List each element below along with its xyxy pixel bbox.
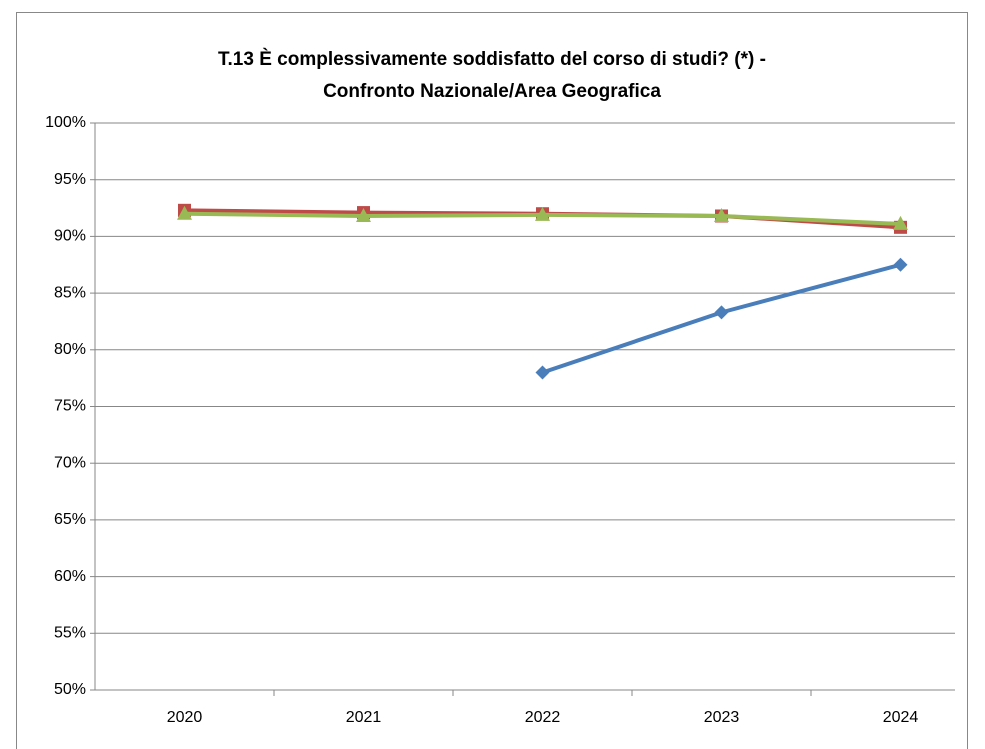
x-tick-label: 2021 <box>346 709 382 726</box>
marker <box>177 205 192 220</box>
marker <box>535 365 550 380</box>
chart-title: Confronto Nazionale/Area Geografica <box>323 81 661 102</box>
y-tick-label: 65% <box>54 511 86 528</box>
y-tick-label: 80% <box>54 341 86 358</box>
y-tick-label: 85% <box>54 284 86 301</box>
y-tick-label: 55% <box>54 625 86 642</box>
y-tick-label: 60% <box>54 568 86 585</box>
y-tick-label: 100% <box>45 114 86 131</box>
y-tick-label: 95% <box>54 171 86 188</box>
marker <box>893 257 908 272</box>
marker <box>714 207 729 222</box>
chart-border <box>16 12 968 749</box>
chart-title: T.13 È complessivamente soddisfatto del … <box>218 48 766 70</box>
x-tick-label: 2024 <box>883 709 919 726</box>
marker <box>356 207 371 222</box>
x-tick-label: 2023 <box>704 709 740 726</box>
y-tick-label: 70% <box>54 454 86 471</box>
x-tick-label: 2022 <box>525 709 561 726</box>
x-tick-label: 2020 <box>167 709 203 726</box>
y-tick-label: 75% <box>54 398 86 415</box>
marker <box>714 305 729 320</box>
marker <box>535 206 550 221</box>
marker <box>893 215 908 230</box>
y-tick-label: 50% <box>54 681 86 698</box>
y-tick-label: 90% <box>54 228 86 245</box>
